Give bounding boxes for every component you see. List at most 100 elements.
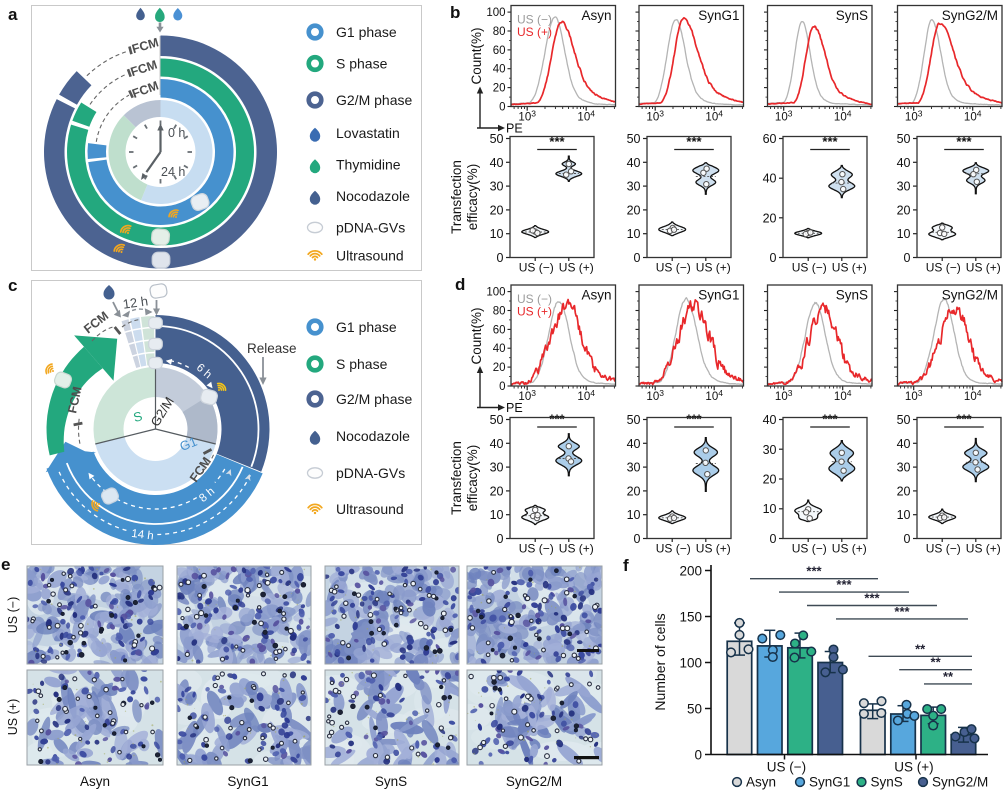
svg-text:SynG1: SynG1 [227,774,268,789]
svg-text:US (+): US (+) [517,25,552,39]
svg-text:10: 10 [897,508,911,522]
svg-text:30: 30 [763,443,777,457]
svg-text:d: d [455,275,465,294]
svg-text:Ultrasound: Ultrasound [336,248,404,264]
svg-text:30: 30 [627,180,641,194]
svg-text:Transfection: Transfection [449,441,464,515]
svg-text:14 h: 14 h [131,528,155,543]
svg-text:0: 0 [770,532,777,546]
svg-text:10: 10 [763,502,777,516]
svg-text:100: 100 [486,7,505,19]
svg-text:S: S [132,408,145,425]
svg-text:40: 40 [627,437,641,451]
svg-text:50: 50 [897,413,911,427]
svg-text:US (−): US (−) [519,261,554,275]
svg-text:US (−): US (−) [6,597,20,633]
svg-text:SynG2/M: SynG2/M [506,774,562,789]
svg-text:US (+): US (+) [559,261,594,275]
svg-text:0: 0 [770,251,777,265]
svg-text:30: 30 [897,461,911,475]
svg-text:SynS: SynS [375,774,407,789]
svg-text:Nocodazole: Nocodazole [336,428,410,444]
svg-text:0: 0 [634,532,641,546]
svg-text:Transfection: Transfection [449,160,464,234]
svg-text:***: *** [549,412,565,427]
svg-text:0: 0 [904,532,911,546]
svg-text:SynS: SynS [836,288,868,303]
svg-text:20: 20 [763,473,777,487]
svg-text:50: 50 [490,413,504,427]
svg-text:e: e [1,555,10,574]
svg-text:40: 40 [490,156,504,170]
svg-text:10: 10 [897,227,911,241]
svg-text:Nocodazole: Nocodazole [336,188,410,204]
svg-text:G1 phase: G1 phase [336,319,397,335]
svg-text:Release: Release [247,341,297,356]
svg-text:US (+): US (+) [966,542,1001,556]
svg-text:SynG1: SynG1 [809,775,850,790]
svg-text:50: 50 [897,132,911,146]
svg-text:10: 10 [490,508,504,522]
svg-text:SynG1: SynG1 [698,288,739,303]
svg-text:40: 40 [897,156,911,170]
svg-text:Asyn: Asyn [581,8,611,23]
svg-text:pDNA-GVs: pDNA-GVs [336,465,405,481]
svg-text:US (−): US (−) [792,542,827,556]
svg-text:SynS: SynS [836,8,868,23]
svg-text:0 h: 0 h [168,126,185,140]
svg-text:150: 150 [679,610,702,625]
svg-text:f: f [623,556,629,575]
svg-text:US (−): US (−) [517,13,552,27]
svg-text:**: ** [943,669,954,684]
svg-text:Asyn: Asyn [80,774,110,789]
svg-text:20: 20 [490,203,504,217]
svg-text:20: 20 [490,484,504,498]
svg-text:SynS: SynS [871,775,903,790]
svg-text:80: 80 [493,306,506,318]
svg-text:US (−): US (−) [767,760,806,775]
svg-text:10: 10 [490,227,504,241]
svg-text:US (+): US (+) [966,261,1001,275]
svg-text:20: 20 [627,203,641,217]
svg-text:US (−): US (−) [656,542,691,556]
svg-text:US (+): US (+) [6,699,20,735]
svg-text:20: 20 [763,211,777,225]
svg-text:10: 10 [627,508,641,522]
svg-text:60: 60 [763,132,777,146]
svg-text:US (−): US (−) [926,542,961,556]
svg-text:Ultrasound: Ultrasound [336,501,404,517]
svg-text:***: *** [864,591,880,606]
svg-text:50: 50 [490,132,504,146]
svg-text:30: 30 [627,461,641,475]
svg-text:60: 60 [493,45,506,57]
svg-text:G1 phase: G1 phase [336,24,397,40]
svg-text:100: 100 [679,656,702,671]
svg-text:10: 10 [627,227,641,241]
svg-text:G2/M phase: G2/M phase [336,391,412,407]
svg-text:***: *** [956,412,972,427]
svg-text:pDNA-GVs: pDNA-GVs [336,220,405,236]
svg-text:40: 40 [897,437,911,451]
svg-text:***: *** [836,577,852,592]
svg-text:***: *** [686,412,702,427]
svg-text:24 h: 24 h [161,165,185,179]
svg-text:US (+): US (+) [559,542,594,556]
svg-text:US (+): US (+) [517,305,552,319]
svg-text:a: a [8,5,18,24]
svg-text:30: 30 [490,180,504,194]
svg-text:US (+): US (+) [696,542,731,556]
svg-text:40: 40 [490,437,504,451]
svg-text:***: *** [806,564,822,579]
svg-text:PE: PE [506,401,523,415]
svg-text:Asyn: Asyn [581,288,611,303]
svg-text:20: 20 [493,362,506,374]
svg-text:20: 20 [897,203,911,217]
svg-text:G2/M phase: G2/M phase [336,92,412,108]
svg-text:G1: G1 [177,434,199,454]
svg-text:SynG2/M: SynG2/M [932,775,988,790]
svg-text:***: *** [822,412,838,427]
svg-text:efficacy(%): efficacy(%) [465,445,480,512]
svg-text:SynG2/M: SynG2/M [942,8,998,23]
svg-text:50: 50 [627,132,641,146]
svg-text:US (+): US (+) [832,542,867,556]
